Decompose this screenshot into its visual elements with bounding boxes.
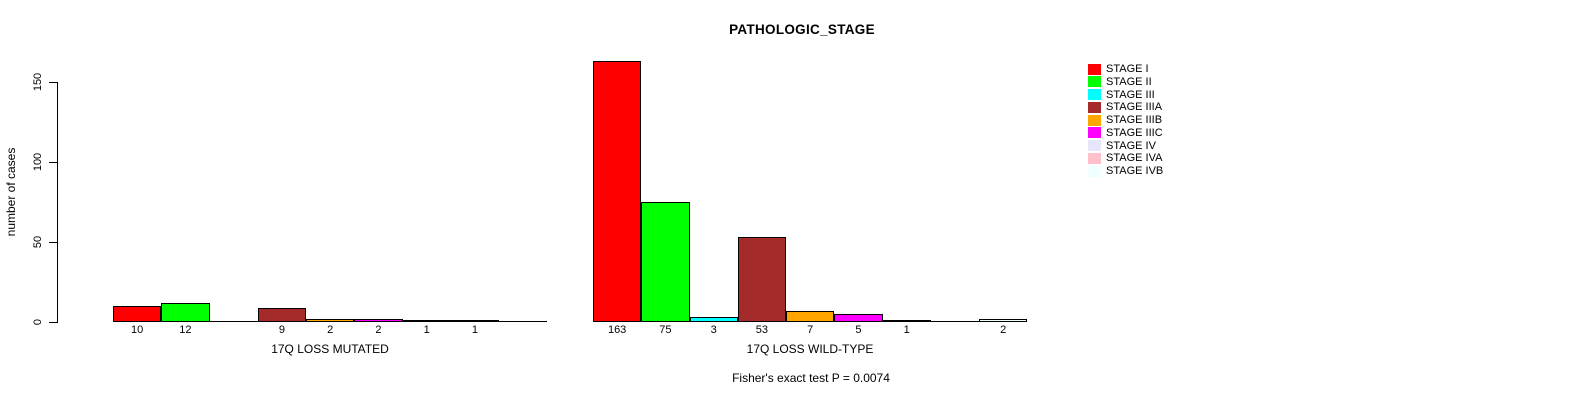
bar-value-stage-iiia: 9 [278,324,285,336]
legend-label-stage-iiia: STAGE IIIA [1106,101,1163,114]
bar-stage-i [113,306,162,322]
y-axis-line [57,82,58,323]
bar-stage-iii [689,317,738,322]
bar-value-stage-iiia: 53 [755,324,768,336]
bar-stage-iiia [737,237,786,322]
bar-stage-iiic [354,318,403,322]
bar-value-stage-ii: 12 [179,324,192,336]
y-tick-label: 150 [32,72,44,92]
bar-value-stage-iva: 1 [471,324,478,336]
legend-swatch-stage-i [1088,63,1101,75]
legend-item-stage-iv: STAGE IV [1088,140,1156,152]
legend-item-stage-ivb: STAGE IVB [1088,165,1163,177]
bar-value-stage-iv: 1 [423,324,430,336]
y-tick [49,322,57,323]
legend-item-stage-iiic: STAGE IIIC [1088,127,1163,139]
bar-stage-ii [161,302,210,322]
bar-value-stage-iiic: 2 [375,324,382,336]
bar-value-stage-iiic: 5 [855,324,862,336]
bar-stage-ii [641,202,690,322]
legend-item-stage-i: STAGE I [1088,63,1149,75]
bar-stage-iv [402,320,451,322]
legend-item-stage-ii: STAGE II [1088,76,1152,88]
legend-item-stage-iiia: STAGE IIIA [1088,101,1162,113]
legend-swatch-stage-iiib [1088,114,1101,126]
bar-stage-iiic [834,314,883,322]
legend-label-stage-i: STAGE I [1106,63,1149,75]
legend-swatch-stage-iiia [1088,101,1101,113]
legend-label-stage-iva: STAGE IVA [1106,152,1163,165]
y-tick-label: 100 [32,152,44,172]
chart-title: PATHOLOGIC_STAGE [729,22,875,37]
legend-item-stage-iii: STAGE III [1088,89,1155,101]
bar-stage-iiia [257,307,306,322]
bar-stage-iv [882,320,931,322]
legend-label-stage-iiic: STAGE IIIC [1106,126,1163,139]
y-tick-label: 0 [32,318,44,326]
legend-swatch-stage-iiic [1088,127,1101,139]
legend-label-stage-ivb: STAGE IVB [1106,165,1164,177]
bar-stage-i [593,61,642,322]
legend-item-stage-iiib: STAGE IIIB [1088,114,1162,126]
y-tick [49,242,57,243]
bar-value-stage-ivb: 2 [1000,324,1007,336]
legend-label-stage-iii: STAGE III [1106,88,1155,101]
bar-value-stage-i: 10 [131,324,144,336]
y-tick [49,162,57,163]
y-tick [49,82,57,83]
bar-stage-iiib [786,310,835,322]
fisher-test-annotation: Fisher's exact test P = 0.0074 [732,371,890,385]
y-axis-title: number of cases [4,147,18,237]
bar-stage-iiib [306,318,355,322]
bar-stage-iva [450,320,499,322]
legend-label-stage-iv: STAGE IV [1106,139,1156,152]
legend-label-stage-iiib: STAGE IIIB [1106,114,1163,126]
bar-value-stage-ii: 75 [659,324,672,336]
bar-value-stage-iiib: 7 [807,324,814,336]
bar-stage-ivb [979,318,1028,322]
bar-value-stage-iv: 1 [903,324,910,336]
legend-swatch-stage-ii [1088,76,1101,88]
legend-item-stage-iva: STAGE IVA [1088,152,1162,164]
legend-swatch-stage-iii [1088,89,1101,100]
bar-value-stage-i: 163 [607,324,627,336]
legend-label-stage-ii: STAGE II [1106,75,1152,88]
bar-value-stage-iii: 3 [710,324,717,336]
bar-value-stage-iiib: 2 [327,324,334,336]
group-label-wild-type: 17Q LOSS WILD-TYPE [746,342,874,356]
legend-swatch-stage-ivb [1088,165,1101,177]
y-tick-label: 50 [32,235,44,249]
legend-swatch-stage-iv [1088,140,1101,151]
group-label-mutated: 17Q LOSS MUTATED [271,342,389,356]
legend-swatch-stage-iva [1088,152,1101,164]
